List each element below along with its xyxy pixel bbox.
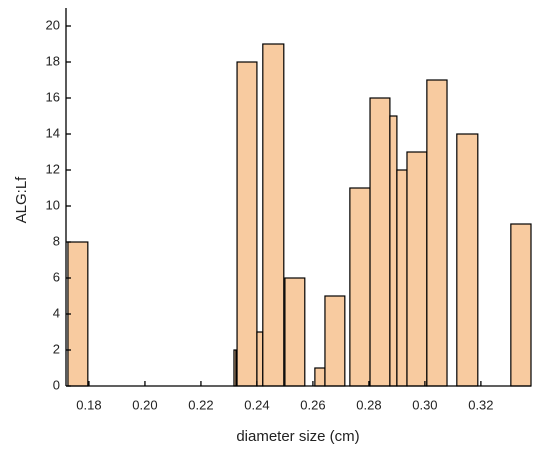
x-tick-label: 0.26 [300,397,325,412]
bar [233,349,237,387]
x-tick-label: 0.20 [132,397,157,412]
bar [396,169,408,387]
x-tick-label: 0.22 [188,397,213,412]
x-tick-label: 0.28 [356,397,381,412]
bar [262,43,285,387]
y-tick-label: 4 [53,305,60,320]
bar [314,367,326,387]
y-tick-label: 20 [46,17,60,32]
y-tick-label: 18 [46,53,60,68]
y-tick-label: 0 [53,377,60,392]
y-tick-label: 10 [46,197,60,212]
y-tick-label: 12 [46,161,60,176]
bar [510,223,532,387]
y-tick-label: 14 [46,125,60,140]
x-tick-label: 0.30 [412,397,437,412]
bar [456,133,479,387]
bar [349,187,371,387]
y-axis-label: ALG:Lf [13,176,30,224]
y-tick-label: 6 [53,269,60,284]
y-tick-label: 16 [46,89,60,104]
bar [324,295,346,387]
x-tick-label: 0.24 [244,397,269,412]
y-tick-label: 2 [53,341,60,356]
bar [369,97,391,387]
bar [426,79,448,387]
bar [236,61,258,387]
x-tick-label: 0.32 [468,397,493,412]
x-tick-label: 0.18 [76,397,101,412]
bar [406,151,428,387]
bar [256,331,264,387]
y-tick-label: 8 [53,233,60,248]
bar [284,277,306,387]
x-axis-label: diameter size (cm) [236,428,359,445]
bar [389,115,398,387]
